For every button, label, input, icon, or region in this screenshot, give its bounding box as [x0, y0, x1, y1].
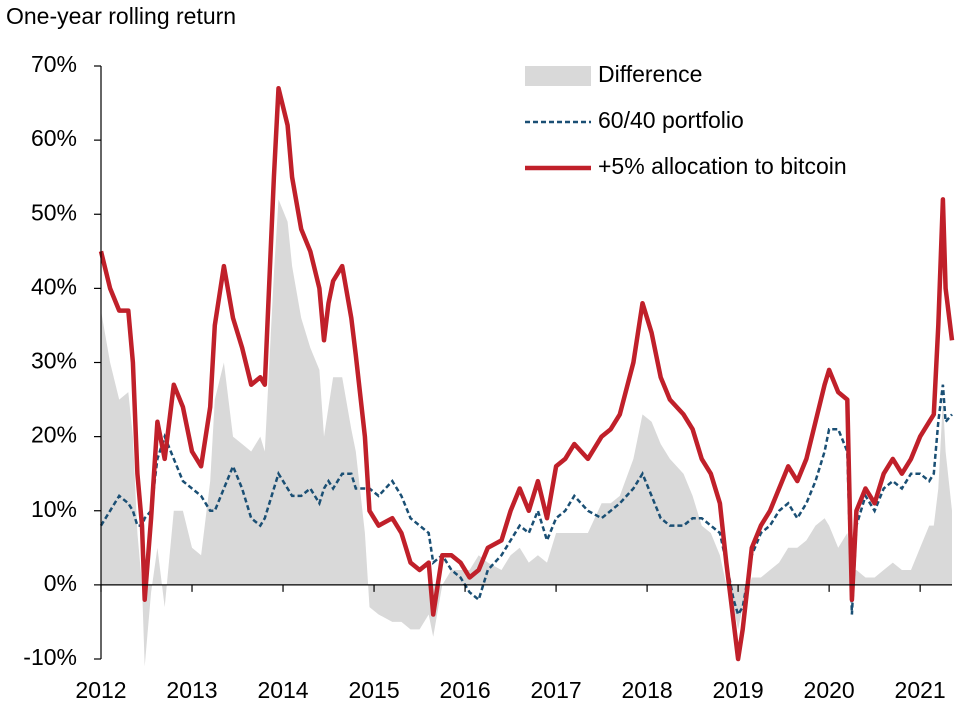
y-tick-label: 60% — [31, 125, 77, 151]
chart-title: One-year rolling return — [6, 3, 236, 29]
x-tick-label: 2021 — [895, 677, 946, 703]
legend-label: +5% allocation to bitcoin — [598, 153, 847, 179]
legend: Difference 60/40 portfolio +5% allocation … — [525, 61, 847, 179]
x-tick-label: 2017 — [530, 677, 581, 703]
y-tick-label: 10% — [31, 496, 77, 522]
y-tick-label: 30% — [31, 348, 77, 374]
difference-area — [101, 199, 952, 667]
x-tick-label: 2012 — [75, 677, 126, 703]
y-tick-label: 20% — [31, 422, 77, 448]
legend-label: Difference — [598, 61, 702, 87]
y-tick-label: -10% — [23, 644, 77, 670]
bitcoin-line — [98, 85, 955, 662]
y-tick-label: 70% — [31, 51, 77, 77]
plot-area — [98, 85, 955, 667]
legend-swatch — [525, 66, 591, 86]
x-tick-label: 2018 — [622, 677, 673, 703]
x-tick-label: 2014 — [257, 677, 308, 703]
x-tick-label: 2016 — [439, 677, 490, 703]
legend-label: 60/40 portfolio — [598, 107, 744, 133]
portfolio-line — [99, 384, 953, 618]
y-tick-label: 0% — [44, 570, 77, 596]
y-tick-label: 40% — [31, 273, 77, 299]
x-tick-label: 2015 — [348, 677, 399, 703]
x-tick-label: 2019 — [713, 677, 764, 703]
y-tick-label: 50% — [31, 199, 77, 225]
x-tick-label: 2020 — [804, 677, 855, 703]
x-tick-label: 2013 — [166, 677, 217, 703]
